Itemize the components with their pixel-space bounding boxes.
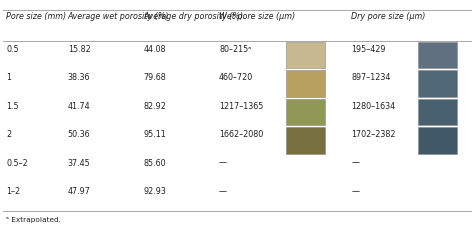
Text: Dry pore size (μm): Dry pore size (μm) (351, 12, 426, 21)
Text: 95.11: 95.11 (144, 130, 166, 139)
Text: —: — (351, 159, 359, 168)
Text: 1217–1365: 1217–1365 (219, 102, 264, 111)
Bar (419, 127, 457, 154)
Text: 460–720: 460–720 (219, 73, 253, 82)
Text: Average dry porosity (%): Average dry porosity (%) (144, 12, 244, 21)
Text: ᵃ Extrapolated.: ᵃ Extrapolated. (6, 217, 61, 223)
Bar (419, 70, 457, 97)
Text: —: — (219, 187, 227, 196)
Text: 195–429: 195–429 (351, 45, 386, 54)
Text: 897–1234: 897–1234 (351, 73, 391, 82)
Text: 80–215ᵃ: 80–215ᵃ (219, 45, 251, 54)
Text: 0.5–2: 0.5–2 (6, 159, 28, 168)
Text: 79.68: 79.68 (144, 73, 166, 82)
Text: 1–2: 1–2 (6, 187, 20, 196)
Text: 50.36: 50.36 (68, 130, 91, 139)
Text: 1.5: 1.5 (6, 102, 19, 111)
Text: 1702–2382: 1702–2382 (351, 130, 396, 139)
Text: —: — (219, 159, 227, 168)
Text: 37.45: 37.45 (68, 159, 91, 168)
Text: 92.93: 92.93 (144, 187, 166, 196)
Text: 15.82: 15.82 (68, 45, 91, 54)
Text: Wet pore size (μm): Wet pore size (μm) (219, 12, 295, 21)
Bar (286, 70, 325, 97)
Text: 38.36: 38.36 (68, 73, 91, 82)
Bar (286, 99, 325, 125)
Text: 1: 1 (6, 73, 11, 82)
Bar (286, 42, 325, 68)
Text: 44.08: 44.08 (144, 45, 166, 54)
Bar (286, 127, 325, 154)
Text: Pore size (mm): Pore size (mm) (6, 12, 66, 21)
Text: Average wet porosity (%): Average wet porosity (%) (68, 12, 169, 21)
Text: 85.60: 85.60 (144, 159, 166, 168)
Text: 0.5: 0.5 (6, 45, 19, 54)
Text: 47.97: 47.97 (68, 187, 91, 196)
Bar (419, 99, 457, 125)
Bar (419, 42, 457, 68)
Text: 41.74: 41.74 (68, 102, 91, 111)
Text: 1280–1634: 1280–1634 (351, 102, 395, 111)
Text: 1662–2080: 1662–2080 (219, 130, 263, 139)
Text: 82.92: 82.92 (144, 102, 166, 111)
Text: 2: 2 (6, 130, 11, 139)
Text: —: — (351, 187, 359, 196)
